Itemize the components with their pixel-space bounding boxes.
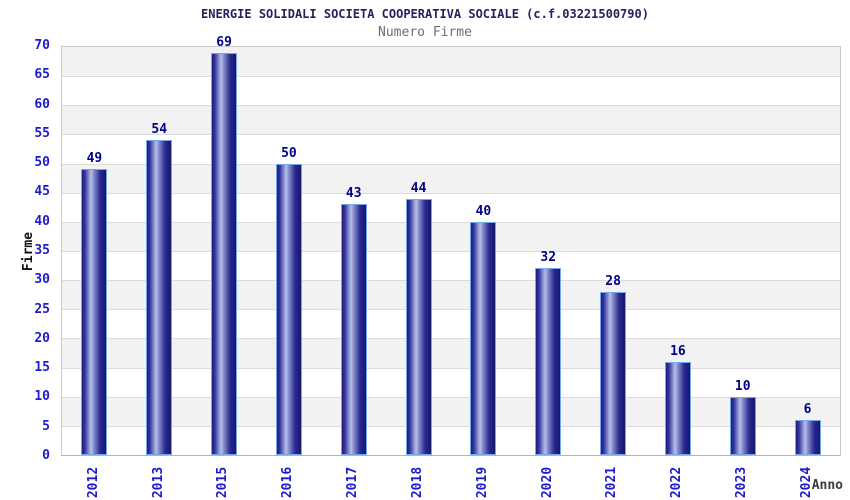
x-axis-tick-label: 2020	[539, 466, 555, 498]
grid-band	[62, 47, 840, 77]
bar-value-label: 43	[345, 186, 362, 201]
grid-band	[62, 134, 840, 164]
grid-band	[62, 105, 840, 135]
x-axis-tick-label: 2015	[215, 466, 231, 498]
bar-value-label: 28	[605, 274, 621, 289]
y-axis-tick-label: 45	[34, 184, 50, 200]
y-axis-tick-label: 70	[34, 38, 50, 53]
x-axis-title: Anno	[811, 478, 843, 493]
grid-band	[62, 251, 840, 281]
bar	[275, 164, 302, 455]
grid-band	[62, 280, 840, 310]
plot-area: 49 54 69 50 43 44 40 32 28 16 10 6	[61, 36, 841, 456]
grid-band	[62, 396, 840, 426]
x-axis-tick-label: 2013	[150, 466, 166, 498]
bar-value-label: 44	[410, 181, 427, 196]
x-axis-tick-label: 2012	[85, 466, 101, 498]
bar	[146, 140, 173, 455]
x-axis-tick-label: 2016	[280, 466, 296, 498]
x-axis-tick-label: 2023	[734, 466, 750, 498]
bar-value-label: 54	[151, 122, 168, 137]
y-axis-tick-label: 65	[34, 67, 50, 83]
x-axis-tick-label: 2019	[474, 466, 490, 498]
bar-value-label: 6	[803, 402, 812, 417]
grid-band	[62, 76, 840, 106]
bar-value-label: 69	[216, 35, 232, 50]
bar	[729, 397, 756, 455]
grid-band	[62, 425, 840, 455]
bar-value-label: 32	[540, 250, 557, 265]
grid-band	[62, 163, 840, 193]
bar	[794, 420, 821, 455]
chart-subtitle: Numero Firme	[378, 25, 472, 40]
y-axis-tick-label: 10	[34, 389, 50, 405]
bar	[664, 362, 691, 455]
grid-band	[62, 309, 840, 339]
y-axis-tick-label: 30	[34, 272, 50, 288]
bar-value-label: 50	[281, 146, 297, 161]
bar	[340, 204, 367, 455]
y-axis-tick-label: 20	[34, 330, 50, 346]
y-axis-tick-label: 15	[34, 360, 50, 376]
y-axis-tick-label: 35	[34, 243, 50, 258]
bar	[600, 292, 627, 455]
bar	[535, 268, 562, 455]
y-axis-tick-label: 0	[42, 448, 50, 463]
bar	[405, 199, 432, 455]
x-axis-tick-label: 2022	[669, 466, 685, 498]
x-axis-tick-label: 2018	[410, 466, 426, 498]
bar-value-label: 49	[86, 151, 103, 166]
bar-value-label: 10	[734, 379, 751, 394]
bar-value-label: 40	[475, 204, 492, 219]
bar	[81, 169, 108, 455]
grid-band	[62, 367, 840, 397]
grid-band	[62, 221, 840, 251]
y-axis-tick-label: 60	[34, 96, 50, 112]
x-axis-tick-label: 2021	[604, 466, 620, 498]
bar	[211, 53, 238, 455]
grid-band	[62, 192, 840, 222]
bar-value-label: 16	[670, 344, 686, 359]
bar	[470, 222, 497, 455]
x-axis-tick-label: 2017	[345, 466, 361, 498]
y-axis-tick-label: 50	[34, 155, 50, 171]
grid-band	[62, 338, 840, 368]
chart-title: ENERGIE SOLIDALI SOCIETA COOPERATIVA SOC…	[201, 7, 649, 21]
y-axis-tick-label: 55	[34, 125, 50, 141]
y-axis-tick-label: 25	[34, 301, 50, 317]
y-axis-tick-label: 40	[34, 213, 50, 229]
y-axis-tick-label: 5	[42, 418, 50, 434]
